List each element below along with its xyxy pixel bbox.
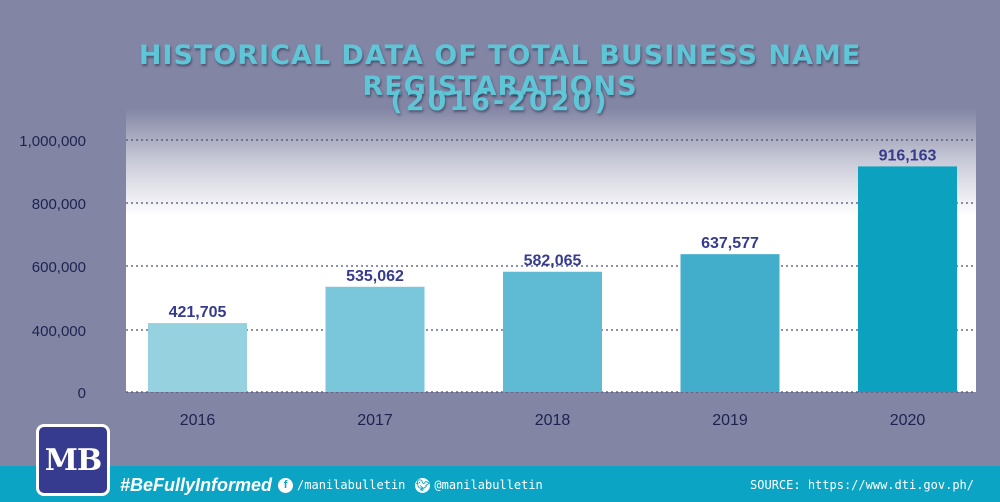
footer-bar — [0, 466, 1000, 502]
footer-social: #BeFullyInformed f /manilabulletin 🐦︎ @m… — [120, 474, 553, 496]
twitter-icon[interactable]: 🐦︎ — [415, 477, 431, 493]
y-tick-label: 0 — [78, 385, 86, 402]
data-label: 582,065 — [524, 253, 582, 270]
data-label: 916,163 — [879, 147, 937, 164]
bar — [148, 323, 247, 392]
y-tick-label: 1,000,000 — [19, 133, 86, 150]
y-tick-label: 600,000 — [32, 259, 86, 276]
x-tick-label: 2017 — [357, 412, 393, 429]
bar — [325, 286, 425, 392]
x-tick-label: 2016 — [180, 412, 216, 429]
x-tick-label: 2019 — [712, 412, 748, 429]
hashtag[interactable]: #BeFullyInformed — [120, 474, 273, 495]
data-label: 421,705 — [169, 304, 227, 321]
facebook-handle[interactable]: /manilabulletin — [297, 478, 406, 492]
y-tick-label: 400,000 — [32, 323, 86, 340]
bar — [503, 271, 602, 392]
mb-logo[interactable]: MB — [36, 424, 110, 496]
y-tick-label: 800,000 — [32, 196, 86, 213]
x-tick-label: 2020 — [890, 412, 926, 429]
source-link[interactable]: SOURCE: https://www.dti.gov.ph/ — [750, 478, 974, 492]
data-label: 637,577 — [701, 235, 759, 252]
data-label: 535,062 — [346, 268, 404, 285]
x-tick-label: 2018 — [535, 412, 571, 429]
twitter-handle[interactable]: @manilabulletin — [434, 478, 543, 492]
facebook-icon[interactable]: f — [278, 477, 294, 493]
bar — [680, 254, 780, 392]
bar — [858, 166, 957, 392]
chart-title: HISTORICAL DATA OF TOTAL BUSINESS NAME R… — [138, 40, 862, 102]
